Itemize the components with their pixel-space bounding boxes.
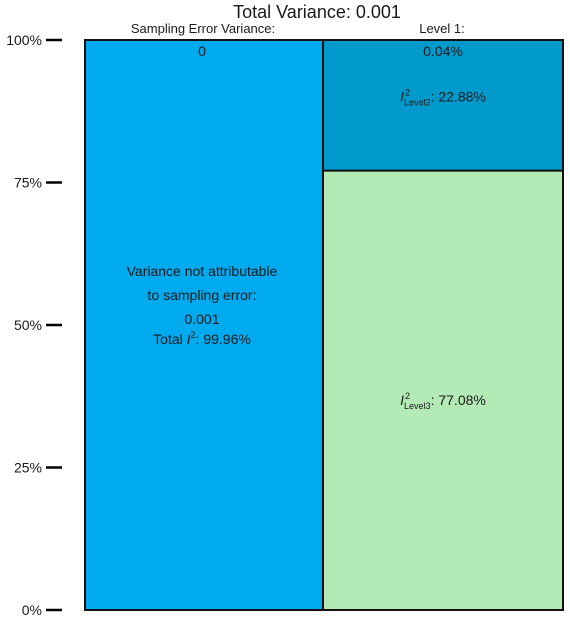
label-part: : 22.88%	[431, 88, 486, 104]
label-part: I	[400, 392, 404, 408]
segment-label: 0.04%	[423, 43, 463, 59]
label-part: Level3	[404, 401, 431, 411]
y-tick-label: 75%	[14, 175, 42, 191]
bar-segment	[323, 40, 563, 171]
label-part: Level2	[404, 97, 431, 107]
bar-labels: 0 Variance not attributable to sampling er…	[127, 43, 486, 411]
label-part: : 77.08%	[431, 392, 486, 408]
y-tick-label: 25%	[14, 460, 42, 476]
label-part: : 99.96%	[196, 331, 251, 347]
segment-label: Variance not attributable	[127, 263, 278, 279]
label-part: 2	[191, 330, 196, 340]
label-part: I	[400, 88, 404, 104]
y-tick-label: 50%	[14, 317, 42, 333]
i2-level-label: I2 Level3: 77.08%	[400, 391, 486, 411]
segment-label: 0	[198, 43, 206, 59]
y-tick-label: 100%	[6, 32, 42, 48]
label-part: I	[187, 331, 191, 347]
segment-label: 0.001	[184, 311, 219, 327]
label-part: Total	[153, 331, 186, 347]
bar-segment	[323, 170, 563, 611]
column-header-sampling-error: Sampling Error Variance:	[131, 21, 275, 36]
y-axis: 0% 25% 50% 75% 100%	[6, 32, 62, 618]
bars	[84, 39, 564, 611]
chart-title: Total Variance: 0.001	[233, 2, 401, 22]
label-part: 2	[405, 87, 410, 97]
i2-level-label: I2 Level2: 22.88%	[400, 87, 486, 107]
label-part: 2	[405, 391, 410, 401]
y-tick-label: 0%	[22, 602, 42, 618]
i2-total-label: Total I2: 99.96%	[153, 330, 251, 347]
column-header-level-1: Level 1:	[419, 21, 465, 36]
bar-segment	[85, 40, 323, 610]
segment-label: to sampling error:	[148, 287, 257, 303]
